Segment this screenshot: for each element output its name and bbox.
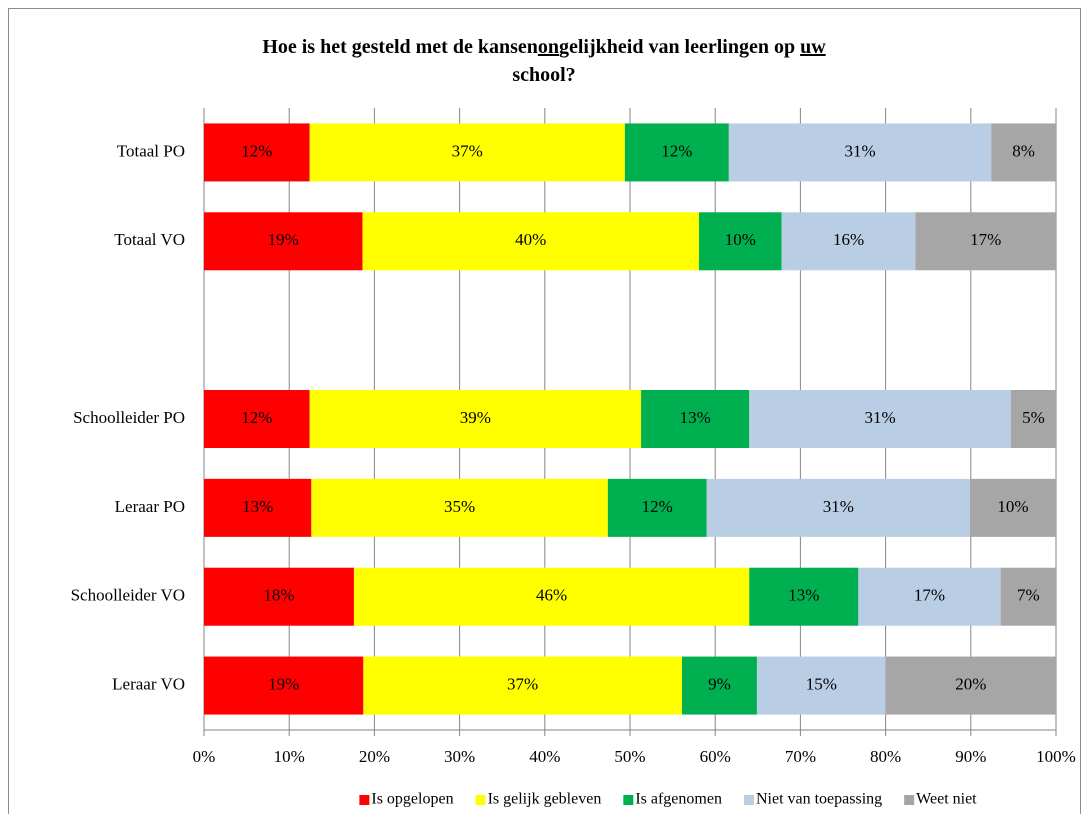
data-label: 12% (661, 141, 692, 160)
data-label: 19% (268, 230, 299, 249)
title-part: Hoe is het gesteld met de kansen (262, 36, 538, 58)
x-tick-label: 50% (614, 747, 645, 766)
bar-segment (641, 390, 750, 448)
bar-segment (1000, 567, 1056, 626)
bar-segment (309, 123, 625, 182)
y-tick-label: Schoolleider PO (73, 408, 185, 427)
bar-segment (204, 123, 310, 182)
x-tick-label: 80% (870, 747, 901, 766)
bar-segment (607, 478, 707, 537)
bar-segment (204, 567, 354, 626)
bar-segment (1010, 390, 1056, 448)
x-tick-label: 70% (785, 747, 816, 766)
data-label: 40% (515, 230, 546, 249)
x-tick-label: 60% (700, 747, 731, 766)
legend: Is opgelopen Is gelijk gebleven Is afgenom… (359, 791, 977, 808)
bar-segment (728, 123, 992, 182)
title-part: school? (512, 64, 575, 86)
data-label: 13% (680, 408, 711, 427)
legend-label: Niet van toepassing (756, 791, 882, 808)
data-label: 9% (708, 674, 731, 693)
data-label: 31% (864, 408, 895, 427)
legend-swatch (623, 795, 634, 805)
data-label: 16% (833, 230, 864, 249)
data-label: 7% (1017, 586, 1040, 605)
data-label: 37% (507, 674, 538, 693)
data-label: 15% (806, 674, 837, 693)
bar-segment (706, 478, 970, 537)
legend-label: Weet niet (916, 791, 977, 808)
data-label: 10% (725, 230, 756, 249)
title-part: on (538, 36, 559, 58)
data-label: 20% (955, 674, 986, 693)
y-tick-label: Schoolleider VO (71, 586, 185, 605)
bars (204, 123, 1056, 715)
bar-segment (749, 390, 1011, 448)
title-part: uw (800, 36, 826, 58)
bar-segment (309, 390, 642, 448)
data-label: 12% (241, 408, 272, 427)
legend-label: Is gelijk gebleven (488, 791, 602, 808)
data-label: 19% (268, 674, 299, 693)
chart-title: school? (512, 64, 575, 86)
data-label: 37% (452, 141, 483, 160)
legend-swatch (904, 795, 915, 805)
bar-segment (756, 656, 886, 715)
data-label: 13% (788, 586, 819, 605)
y-tick-label: Leraar PO (115, 497, 185, 516)
bar-segment (969, 478, 1056, 537)
bar-segment (204, 478, 312, 537)
y-tick-label: Totaal VO (114, 230, 185, 249)
chart-title: Hoe is het gesteld met de kansenongelijk… (262, 36, 826, 58)
bar-segment (363, 656, 682, 715)
bar-segment (204, 656, 364, 715)
data-label: 12% (642, 497, 673, 516)
bar-segment (991, 123, 1056, 182)
x-tick-label: 30% (444, 747, 475, 766)
data-label: 31% (823, 497, 854, 516)
x-tick-label: 10% (274, 747, 305, 766)
data-label: 8% (1012, 141, 1035, 160)
bar-segment (781, 212, 916, 271)
bar-segment (204, 390, 310, 448)
data-label: 31% (844, 141, 875, 160)
y-tick-label: Leraar VO (112, 674, 185, 693)
data-label: 18% (263, 586, 294, 605)
x-tick-label: 0% (193, 747, 216, 766)
bar-segment (353, 567, 750, 626)
data-label: 35% (444, 497, 475, 516)
bar-segment (624, 123, 729, 182)
data-label: 46% (536, 586, 567, 605)
data-label: 5% (1022, 408, 1045, 427)
bar-segment (699, 212, 782, 271)
bar-segment (362, 212, 700, 271)
x-tick-label: 40% (529, 747, 560, 766)
bar-segment (915, 212, 1056, 271)
legend-label: Is afgenomen (635, 791, 722, 808)
legend-swatch (743, 795, 754, 805)
legend-label: Is opgelopen (371, 791, 453, 808)
data-label: 39% (460, 408, 491, 427)
x-tick-label: 90% (955, 747, 986, 766)
bar-segment (311, 478, 608, 537)
data-label: 13% (242, 497, 273, 516)
data-label: 17% (970, 230, 1001, 249)
bar-segment (204, 212, 363, 271)
x-tick-label: 100% (1036, 747, 1076, 766)
bar-segment (885, 656, 1056, 715)
data-label: 17% (914, 586, 945, 605)
y-tick-label: Totaal PO (117, 141, 185, 160)
bar-segment (749, 567, 859, 626)
x-tick-label: 20% (359, 747, 390, 766)
bar-segment (858, 567, 1001, 626)
title-part: gelijkheid van leerlingen op (559, 36, 795, 58)
legend-swatch (359, 795, 370, 805)
data-label: 10% (997, 497, 1028, 516)
data-label: 12% (241, 141, 272, 160)
legend-swatch (475, 795, 486, 805)
bar-segment (681, 656, 757, 715)
